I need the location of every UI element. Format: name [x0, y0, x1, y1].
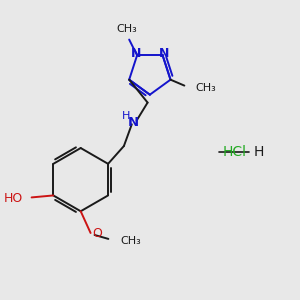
Text: H: H [254, 145, 264, 159]
Text: HCl: HCl [223, 145, 247, 159]
Text: N: N [131, 47, 141, 60]
Text: N: N [128, 116, 139, 129]
Text: CH₃: CH₃ [120, 236, 141, 246]
Text: CH₃: CH₃ [117, 24, 138, 34]
Text: H: H [122, 111, 130, 122]
Text: N: N [158, 47, 169, 60]
Text: HO: HO [4, 192, 23, 205]
Text: O: O [93, 227, 102, 241]
Text: CH₃: CH₃ [195, 82, 216, 93]
